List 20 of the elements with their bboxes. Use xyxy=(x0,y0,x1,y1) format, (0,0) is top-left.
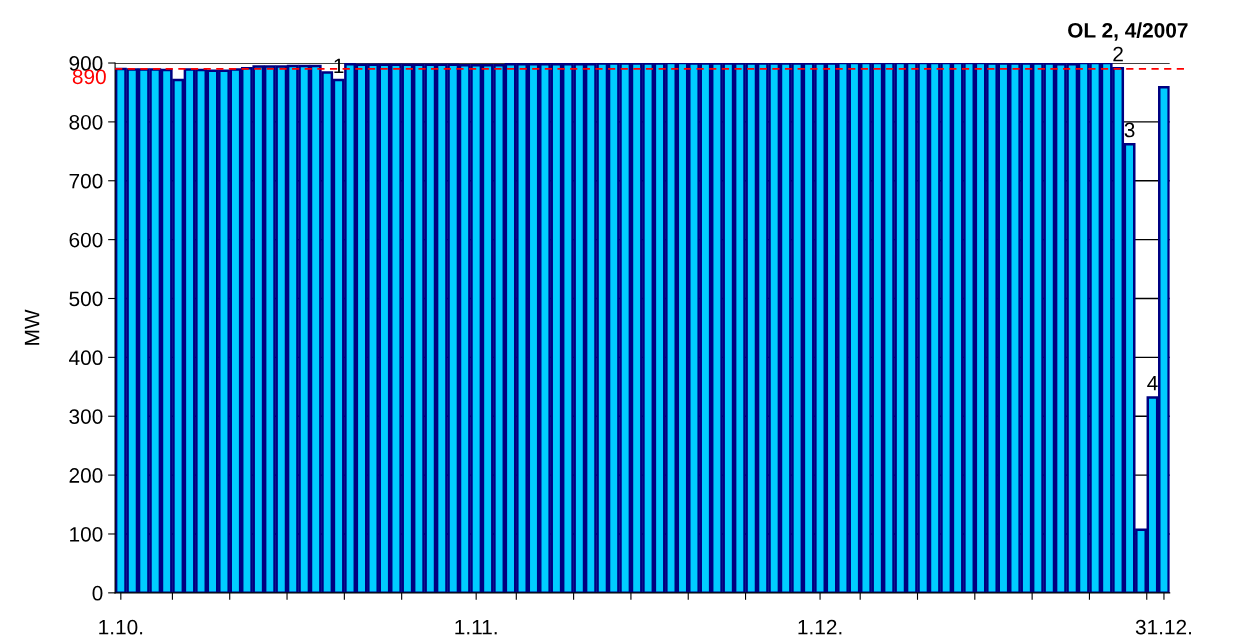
chart-title: OL 2, 4/2007 xyxy=(1068,22,1188,41)
annotation: 2 xyxy=(1113,46,1123,62)
y-tick-label: 200 xyxy=(69,468,103,483)
y-tick-label: 700 xyxy=(69,173,103,189)
annotation: 4 xyxy=(1147,375,1158,391)
x-tick-label: 1.12. xyxy=(798,619,842,635)
y-tick-label: 400 xyxy=(69,350,103,366)
x-tick-label: 1.10. xyxy=(99,619,143,635)
x-tick-label: 31.12. xyxy=(1135,619,1192,635)
ref-line-label: 890 xyxy=(72,69,106,85)
y-tick-label: 800 xyxy=(69,114,103,130)
annotation: 3 xyxy=(1124,122,1135,138)
y-tick-label: 300 xyxy=(69,409,103,424)
y-tick-label: 500 xyxy=(69,291,103,307)
y-tick-label: 900 xyxy=(69,56,103,71)
y-tick-label: 0 xyxy=(92,585,103,601)
x-tick-label: 1.11. xyxy=(455,620,497,635)
y-tick-label: 600 xyxy=(69,232,103,248)
y-axis-title: MW xyxy=(24,309,40,345)
y-tick-label: 100 xyxy=(70,526,103,542)
